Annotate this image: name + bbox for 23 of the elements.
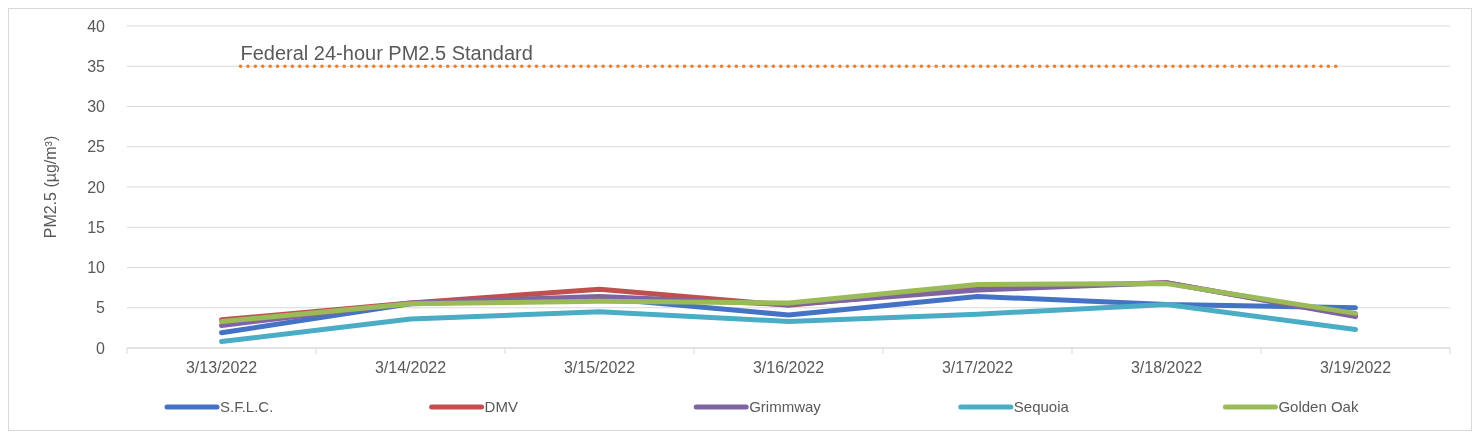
y-tick-label: 10 xyxy=(87,259,106,277)
x-tick-label: 3/13/2022 xyxy=(185,359,258,376)
y-tick-label: 20 xyxy=(87,178,106,196)
legend-label: Sequoia xyxy=(1013,398,1070,416)
x-tick-label: 3/15/2022 xyxy=(563,359,636,376)
y-tick-label: 0 xyxy=(96,339,106,357)
x-tick-label: 3/16/2022 xyxy=(752,359,825,376)
x-tick-label: 3/17/2022 xyxy=(941,359,1014,376)
legend-label: DMV xyxy=(484,398,518,416)
legend-label: Golden Oak xyxy=(1278,398,1359,416)
y-tick-label: 5 xyxy=(96,299,106,317)
x-tick-label: 3/19/2022 xyxy=(1319,359,1392,376)
y-tick-label: 15 xyxy=(87,218,106,236)
ref-line-label: Federal 24-hour PM2.5 Standard xyxy=(240,42,533,65)
y-tick-label: 25 xyxy=(87,138,106,156)
x-tick-label: 3/14/2022 xyxy=(374,359,447,376)
legend-label: Grimmway xyxy=(749,398,822,416)
y-tick-label: 40 xyxy=(87,17,106,35)
y-tick-label: 35 xyxy=(87,57,106,75)
x-tick-label: 3/18/2022 xyxy=(1130,359,1203,376)
y-axis-title: PM2.5 (µg/m³) xyxy=(42,135,59,239)
y-tick-label: 30 xyxy=(87,98,106,116)
legend-label: S.F.L.C. xyxy=(220,398,274,416)
